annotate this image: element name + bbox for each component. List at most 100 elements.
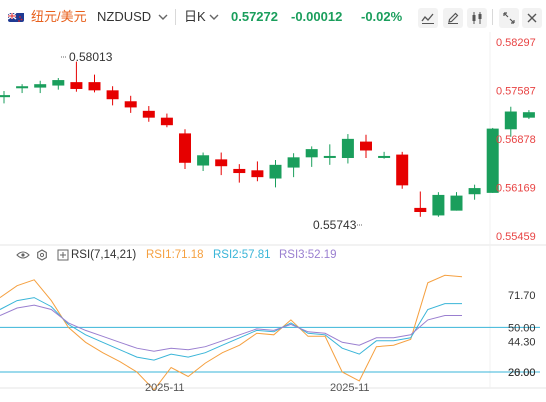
candle-body <box>251 170 264 178</box>
candle <box>522 110 535 120</box>
draw-button[interactable] <box>443 8 463 28</box>
candle <box>34 80 47 94</box>
candle-body <box>396 154 409 186</box>
low-label: 0.55743 <box>313 218 357 232</box>
rsi3-value: RSI3:52.19 <box>279 249 337 261</box>
candles-group <box>0 61 535 217</box>
divider <box>175 9 176 25</box>
candle <box>52 78 65 90</box>
close-button[interactable] <box>522 8 542 28</box>
candle-body <box>522 112 535 118</box>
candle-body <box>52 80 65 86</box>
candle <box>106 86 119 106</box>
candle <box>486 127 499 193</box>
candle <box>305 146 318 167</box>
candle <box>142 106 155 122</box>
candle <box>504 106 517 137</box>
candle-body <box>323 155 336 158</box>
draw-pencil-icon <box>448 12 459 24</box>
candle-body <box>233 168 246 174</box>
candle <box>450 192 463 211</box>
candle-body <box>432 194 445 216</box>
candle <box>269 160 282 188</box>
candle-body <box>378 155 391 158</box>
indicator-icon[interactable] <box>57 249 69 261</box>
price-tick-label: 0.57587 <box>496 86 536 98</box>
rsi-level-label: 20.00 <box>508 367 536 379</box>
candle-settings-icon <box>472 12 482 24</box>
divider <box>492 9 493 25</box>
price-tick-label: 0.56169 <box>496 182 536 194</box>
rsi1-line <box>0 274 463 391</box>
candle-body <box>179 133 191 163</box>
candle-body <box>197 155 210 166</box>
nz-flag-icon <box>8 11 24 22</box>
candle <box>70 61 83 92</box>
candle-body <box>341 138 354 159</box>
rsi2-value: RSI2:57.81 <box>213 249 271 261</box>
fullscreen-icon <box>503 12 515 24</box>
candle-body <box>0 95 10 98</box>
candle <box>88 74 101 93</box>
candle-body <box>215 159 228 167</box>
candle-body <box>106 90 119 100</box>
candle-body <box>88 82 101 91</box>
candle-body <box>269 164 282 179</box>
candle <box>251 161 264 182</box>
candle-body <box>414 207 427 213</box>
rsi-level-label: 71.70 <box>508 290 536 302</box>
x-axis-label: 2025-11 <box>145 382 185 394</box>
candle <box>396 151 409 189</box>
candle-body <box>468 188 481 195</box>
x-axis-label: 2025-11 <box>330 382 370 394</box>
symbol-cn-label[interactable]: 纽元/美元 <box>31 9 87 24</box>
candle-body <box>124 101 137 108</box>
price-change: -0.00012 <box>291 9 343 24</box>
candle-body <box>16 86 29 89</box>
indicator-header: RSI(7,14,21) RSI1:71.18 RSI2:57.81 RSI3:… <box>0 246 400 266</box>
price-axis: 0.58297 0.57587 0.56878 0.56169 0.55459 <box>496 37 536 243</box>
candle <box>124 95 137 113</box>
chart-toolbar: 纽元/美元 NZDUSD 日K 0.57272 -0.00012 -0.02% <box>0 0 546 32</box>
line-chart-icon <box>421 13 434 24</box>
candle <box>341 134 354 164</box>
candle <box>360 134 372 159</box>
candle-body <box>504 111 517 130</box>
candle <box>287 153 300 178</box>
settings-icon[interactable] <box>36 249 48 261</box>
rsi-level-label: 44.30 <box>508 336 536 348</box>
price-tick-label: 0.56878 <box>496 134 536 146</box>
candle-body <box>287 157 300 168</box>
high-label: 0.58013 <box>69 50 113 64</box>
candle-body <box>360 141 372 151</box>
line-chart-button[interactable] <box>418 8 438 28</box>
candle-settings-button[interactable] <box>467 8 487 28</box>
candle-body <box>142 110 155 118</box>
rsi3-line <box>0 304 462 352</box>
candle-body <box>486 128 499 193</box>
candle-body <box>160 117 173 126</box>
candle <box>215 152 228 176</box>
chevron-down-icon[interactable] <box>158 13 168 21</box>
timeframe-chevron-icon[interactable] <box>209 13 219 21</box>
rsi1-value: RSI1:71.18 <box>146 249 204 261</box>
fullscreen-button[interactable] <box>499 8 519 28</box>
price-change-percent: -0.02% <box>361 9 403 24</box>
candle <box>16 84 29 94</box>
eye-icon[interactable] <box>16 250 30 260</box>
candle-body <box>305 149 318 158</box>
candle-body <box>34 84 47 88</box>
price-tick-label: 0.58297 <box>496 37 536 49</box>
candle <box>432 192 445 217</box>
rsi-level-label: 26.00 <box>508 367 536 379</box>
candle <box>0 91 10 104</box>
indicator-name[interactable]: RSI(7,14,21) <box>71 249 137 261</box>
current-price: 0.57272 <box>231 9 278 24</box>
rsi2-line <box>0 297 462 361</box>
candle <box>378 151 391 159</box>
timeframe-label[interactable]: 日K <box>184 9 206 24</box>
symbol-label[interactable]: NZDUSD <box>97 9 152 24</box>
candle <box>468 184 481 200</box>
